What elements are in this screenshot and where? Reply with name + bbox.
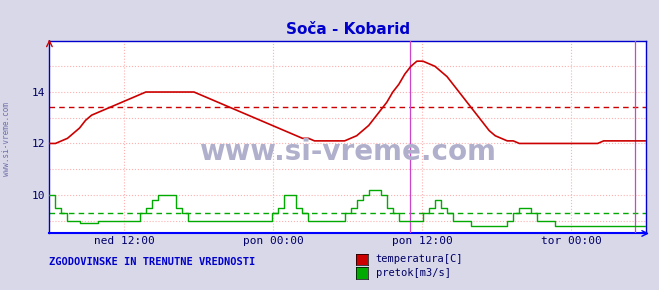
- Title: Soča - Kobarid: Soča - Kobarid: [285, 22, 410, 37]
- Text: www.si-vreme.com: www.si-vreme.com: [199, 138, 496, 166]
- Text: pretok[m3/s]: pretok[m3/s]: [376, 268, 451, 278]
- Text: ZGODOVINSKE IN TRENUTNE VREDNOSTI: ZGODOVINSKE IN TRENUTNE VREDNOSTI: [49, 257, 256, 267]
- Text: www.si-vreme.com: www.si-vreme.com: [2, 102, 11, 176]
- Text: temperatura[C]: temperatura[C]: [376, 254, 463, 264]
